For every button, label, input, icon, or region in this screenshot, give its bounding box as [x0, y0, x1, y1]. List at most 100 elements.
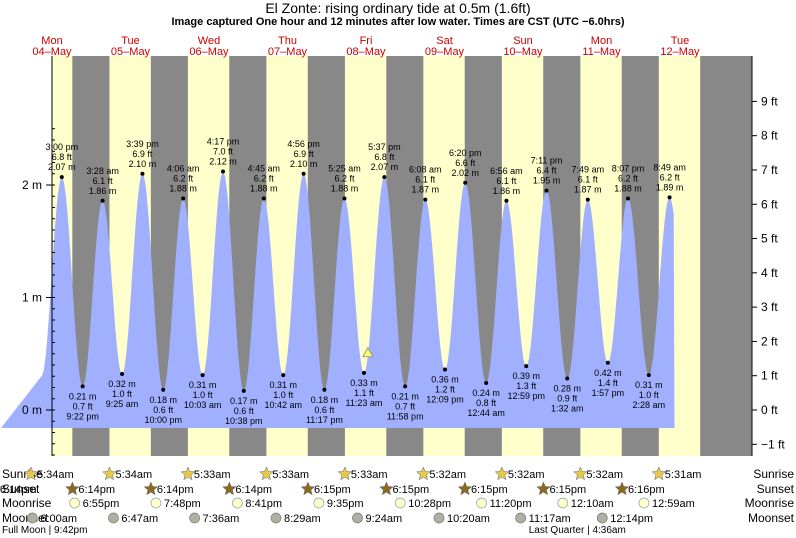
- low-ft-label: 1.3 ft: [516, 381, 537, 391]
- day-name-label: Mon: [41, 35, 62, 47]
- sunset-icon: [65, 481, 80, 496]
- high-ft-label: 7.0 ft: [213, 147, 234, 157]
- moonset-icon: [352, 512, 363, 524]
- high-ft-label: 6.1 ft: [415, 175, 436, 185]
- low-m-label: 0.18 m: [149, 395, 177, 405]
- moonset-icon: [270, 512, 282, 524]
- low-time-label: 2:28 am: [633, 400, 666, 410]
- high-time-label: 5:37 pm: [368, 142, 401, 152]
- moonrise-icon: [150, 497, 162, 509]
- high-m-label: 1.95 m: [533, 176, 561, 186]
- right-tick-label: 2 ft: [761, 334, 778, 348]
- day-name-label: Tue: [671, 35, 690, 47]
- day-date-label: 09–May: [425, 46, 465, 58]
- low-ft-label: 0.6 ft: [153, 405, 174, 415]
- sunrise-time: 5:34am: [115, 469, 152, 481]
- left-tick-label: 2 m: [22, 178, 42, 192]
- right-tick-label: 4 ft: [761, 266, 778, 280]
- tide-point: [565, 376, 570, 381]
- high-m-label: 1.88 m: [250, 184, 278, 194]
- moonrise-time: 9:35pm: [327, 498, 364, 510]
- high-ft-label: 6.1 ft: [93, 176, 114, 186]
- high-m-label: 1.89 m: [656, 182, 684, 192]
- high-m-label: 2.12 m: [209, 157, 237, 167]
- high-m-label: 2.07 m: [371, 162, 399, 172]
- tide-point: [221, 169, 226, 174]
- moon-phase-label: Full Moon | 9:42pm: [2, 525, 87, 536]
- tide-area: [1, 171, 675, 428]
- tide-point: [200, 373, 205, 378]
- day-name-label: Wed: [198, 35, 220, 47]
- moonrise-time: 11:20pm: [490, 498, 532, 510]
- row-label-left: Moonrise: [2, 496, 52, 510]
- day-name-label: Tue: [121, 35, 140, 47]
- right-tick-label: 1 ft: [761, 369, 778, 383]
- sunset-icon: [379, 481, 394, 496]
- moonrise-time: 12:59am: [652, 498, 695, 510]
- sunset-time: 6:14pm: [235, 484, 272, 496]
- chart-title: El Zonte: rising ordinary tide at 0.5m (…: [265, 0, 531, 16]
- moonset-icon: [596, 512, 608, 524]
- low-ft-label: 1.0 ft: [112, 389, 133, 399]
- low-time-label: 10:00 pm: [144, 415, 182, 425]
- sunset-icon: [300, 481, 316, 496]
- low-m-label: 0.21 m: [69, 391, 97, 401]
- high-m-label: 2.07 m: [48, 162, 76, 172]
- day-headers: Mon04–MayTue05–MayWed06–MayThu07–MayFri0…: [32, 35, 700, 58]
- tide-point: [463, 180, 468, 185]
- moonset-time: 11:17am: [529, 513, 571, 525]
- high-ft-label: 6.2 ft: [254, 174, 275, 184]
- moonset-icon: [27, 512, 38, 524]
- right-tick-label: 5 ft: [761, 232, 778, 246]
- low-ft-label: 1.0 ft: [273, 390, 294, 400]
- tide-point: [585, 197, 590, 202]
- high-m-label: 1.87 m: [412, 185, 440, 195]
- sunset-time: 6:15pm: [314, 484, 351, 496]
- moonrise-time: 8:41pm: [245, 498, 282, 510]
- tide-point: [504, 198, 509, 203]
- high-time-label: 4:45 am: [248, 164, 281, 174]
- high-time-label: 3:39 pm: [126, 139, 159, 149]
- low-m-label: 0.32 m: [108, 379, 136, 389]
- low-ft-label: 0.6 ft: [314, 405, 335, 415]
- day-name-label: Sat: [436, 35, 453, 47]
- day-date-label: 05–May: [111, 46, 151, 58]
- high-m-label: 1.86 m: [493, 186, 521, 196]
- tide-point: [181, 196, 186, 201]
- day-name-label: Mon: [591, 35, 612, 47]
- low-time-label: 11:58 pm: [387, 411, 424, 421]
- low-ft-label: 1.0 ft: [193, 390, 214, 400]
- low-time-label: 10:38 pm: [225, 416, 263, 426]
- row-label-right: Moonset: [748, 511, 795, 525]
- moonset-time: 6:00am: [40, 513, 77, 525]
- row-label-right: Moonrise: [745, 496, 795, 510]
- low-m-label: 0.17 m: [230, 396, 258, 406]
- low-time-label: 11:23 am: [346, 398, 383, 408]
- moonrise-icon: [394, 497, 406, 509]
- high-m-label: 1.87 m: [574, 185, 602, 195]
- high-time-label: 6:56 am: [490, 166, 523, 176]
- sunrise-time: 5:32am: [586, 469, 623, 481]
- low-m-label: 0.42 m: [594, 368, 622, 378]
- tide-point: [342, 196, 347, 201]
- moonset-time: 7:36am: [203, 513, 240, 525]
- right-tick-label: 9 ft: [761, 94, 778, 108]
- moonrise-time: 12:10am: [571, 498, 614, 510]
- low-m-label: 0.39 m: [512, 371, 540, 381]
- high-m-label: 1.86 m: [89, 186, 117, 196]
- tide-point: [605, 360, 610, 365]
- low-ft-label: 0.8 ft: [476, 398, 497, 408]
- high-ft-label: 6.2 ft: [660, 172, 681, 182]
- right-tick-label: 0 ft: [761, 403, 778, 417]
- tide-point: [544, 188, 549, 193]
- right-tick-label: 7 ft: [761, 163, 778, 177]
- low-ft-label: 0.7 ft: [395, 401, 416, 411]
- moonset-time: 8:29am: [284, 513, 321, 525]
- low-time-label: 1:57 pm: [592, 388, 625, 398]
- day-date-label: 12–May: [660, 46, 700, 58]
- moonset-time: 9:24am: [365, 513, 402, 525]
- tide-point: [281, 373, 286, 378]
- tide-point: [301, 171, 306, 176]
- right-tick-label: 6 ft: [761, 197, 778, 211]
- tide-curve: [1, 171, 675, 428]
